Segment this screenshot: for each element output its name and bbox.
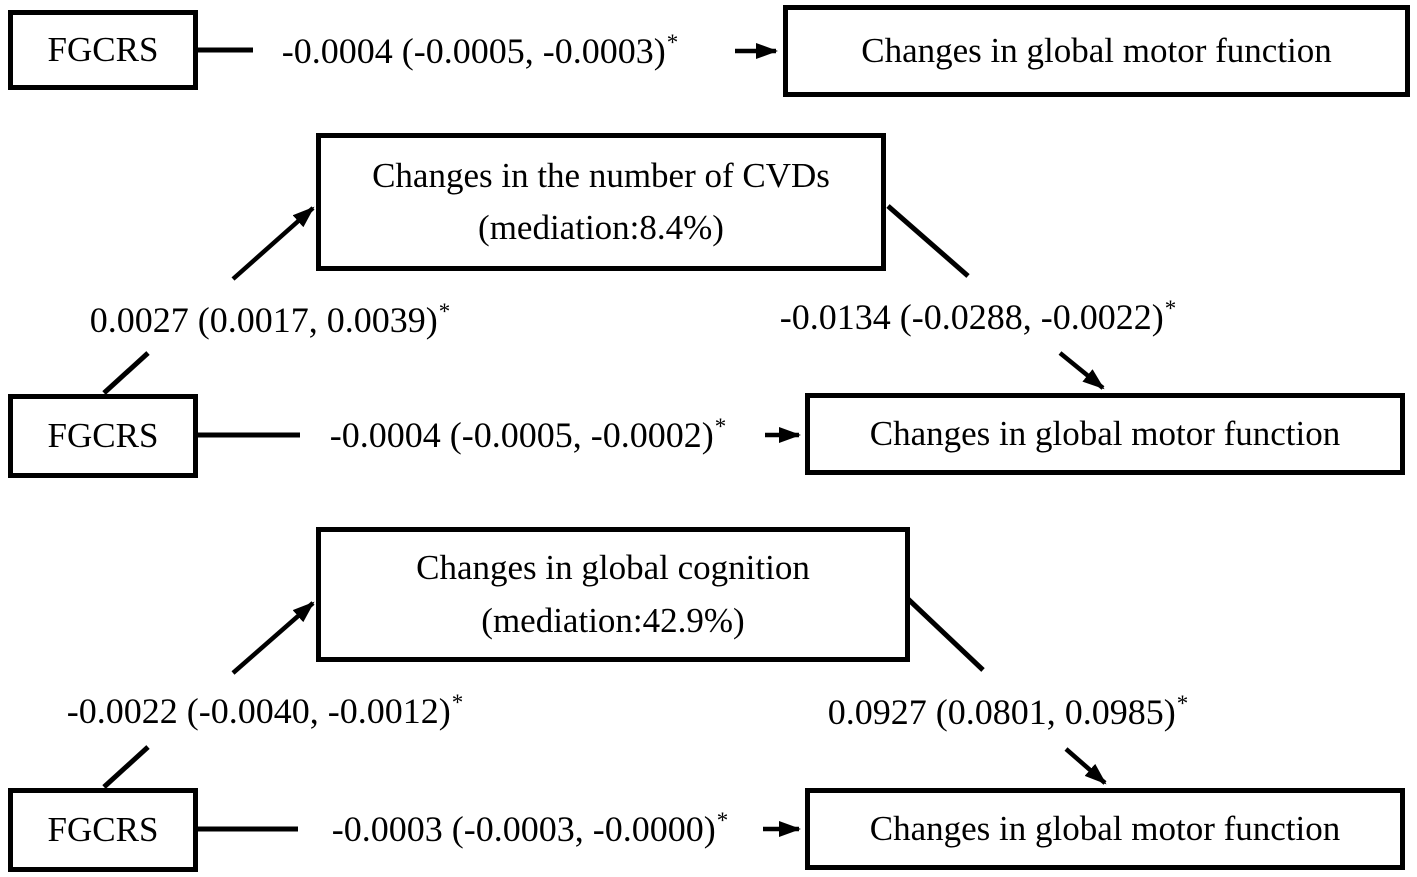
cvd-path-b-label: -0.0134 (-0.0288, -0.0022)* — [779, 296, 1177, 337]
cognition-path-b-segment — [906, 597, 985, 672]
cvd-path-b-segment — [886, 204, 970, 278]
mediator-cvd-line1: Changes in the number of CVDs — [372, 155, 830, 195]
fgcrs-label-cvd: FGCRS — [47, 415, 159, 455]
fgcrs-box-cvd: FGCRS — [8, 394, 198, 478]
cvd-path-a-segment — [102, 351, 150, 395]
fgcrs-box-top: FGCRS — [8, 10, 198, 90]
cognition-direct-effect-label: -0.0003 (-0.0003, -0.0000)* — [331, 808, 729, 849]
cognition-path-b-arrow — [1064, 747, 1107, 785]
cvd-path-b-arrow — [1058, 351, 1105, 390]
significance-asterisk: * — [716, 808, 729, 834]
significance-asterisk: * — [438, 299, 451, 325]
cognition-path-b-label: 0.0927 (0.0801, 0.0985)* — [827, 691, 1189, 732]
outcome-label-cvd: Changes in global motor function — [869, 413, 1341, 453]
top-direct-effect-label: -0.0004 (-0.0005, -0.0003)* — [281, 30, 679, 71]
cvd-path-a-label: 0.0027 (0.0017, 0.0039)* — [89, 299, 451, 340]
cvd-path-a-arrow — [231, 206, 315, 281]
cognition-path-a-segment — [102, 745, 150, 789]
significance-asterisk: * — [666, 30, 679, 56]
outcome-box-cvd: Changes in global motor function — [805, 393, 1405, 475]
cognition-path-a-arrow — [231, 601, 315, 675]
fgcrs-label-top: FGCRS — [47, 29, 159, 69]
outcome-label-top: Changes in global motor function — [861, 30, 1332, 70]
significance-asterisk: * — [1176, 691, 1189, 717]
outcome-box-top: Changes in global motor function — [783, 5, 1410, 97]
outcome-box-cognition: Changes in global motor function — [805, 788, 1405, 870]
mediator-cvd-line2: (mediation:8.4%) — [478, 208, 724, 247]
mediator-box-cvd: Changes in the number of CVDs (mediation… — [316, 133, 886, 271]
fgcrs-box-cognition: FGCRS — [8, 788, 198, 872]
mediator-cognition-line2: (mediation:42.9%) — [481, 600, 745, 640]
cognition-path-a-label: -0.0022 (-0.0040, -0.0012)* — [66, 690, 464, 731]
significance-asterisk: * — [714, 414, 727, 440]
mediator-cognition-line1: Changes in global cognition — [416, 548, 810, 587]
mediator-box-cognition: Changes in global cognition (mediation:4… — [316, 527, 910, 662]
outcome-label-cognition: Changes in global motor function — [869, 808, 1341, 848]
fgcrs-label-cognition: FGCRS — [47, 809, 159, 849]
significance-asterisk: * — [1164, 296, 1177, 322]
cvd-direct-effect-label: -0.0004 (-0.0005, -0.0002)* — [329, 414, 727, 455]
significance-asterisk: * — [451, 690, 464, 716]
